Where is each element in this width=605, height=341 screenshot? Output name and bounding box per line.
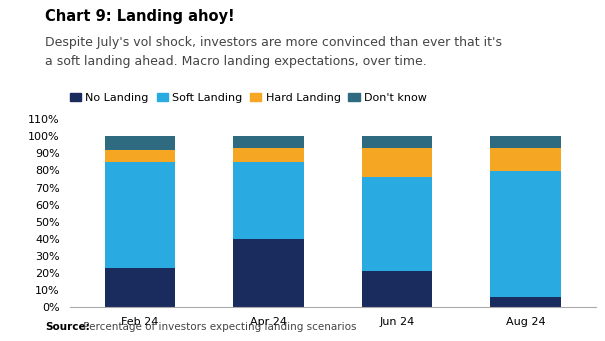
- Bar: [362, 271, 432, 307]
- Bar: [105, 150, 175, 162]
- Bar: [234, 136, 304, 148]
- Bar: [362, 148, 432, 177]
- Text: Source:: Source:: [45, 323, 90, 332]
- Text: Despite July's vol shock, investors are more convinced than ever that it's: Despite July's vol shock, investors are …: [45, 36, 502, 49]
- Bar: [105, 162, 175, 268]
- Text: a soft landing ahead. Macro landing expectations, over time.: a soft landing ahead. Macro landing expe…: [45, 55, 427, 68]
- Bar: [490, 297, 561, 307]
- Bar: [362, 136, 432, 148]
- Bar: [490, 170, 561, 297]
- Bar: [105, 268, 175, 307]
- Bar: [234, 239, 304, 307]
- Text: Chart 9: Landing ahoy!: Chart 9: Landing ahoy!: [45, 9, 235, 24]
- Bar: [234, 148, 304, 162]
- Bar: [362, 177, 432, 271]
- Legend: No Landing, Soft Landing, Hard Landing, Don't know: No Landing, Soft Landing, Hard Landing, …: [70, 93, 427, 103]
- Bar: [234, 162, 304, 239]
- Bar: [105, 136, 175, 150]
- Bar: [490, 148, 561, 170]
- Text: Percentage of investors expecting landing scenarios: Percentage of investors expecting landin…: [80, 323, 357, 332]
- Bar: [490, 136, 561, 148]
